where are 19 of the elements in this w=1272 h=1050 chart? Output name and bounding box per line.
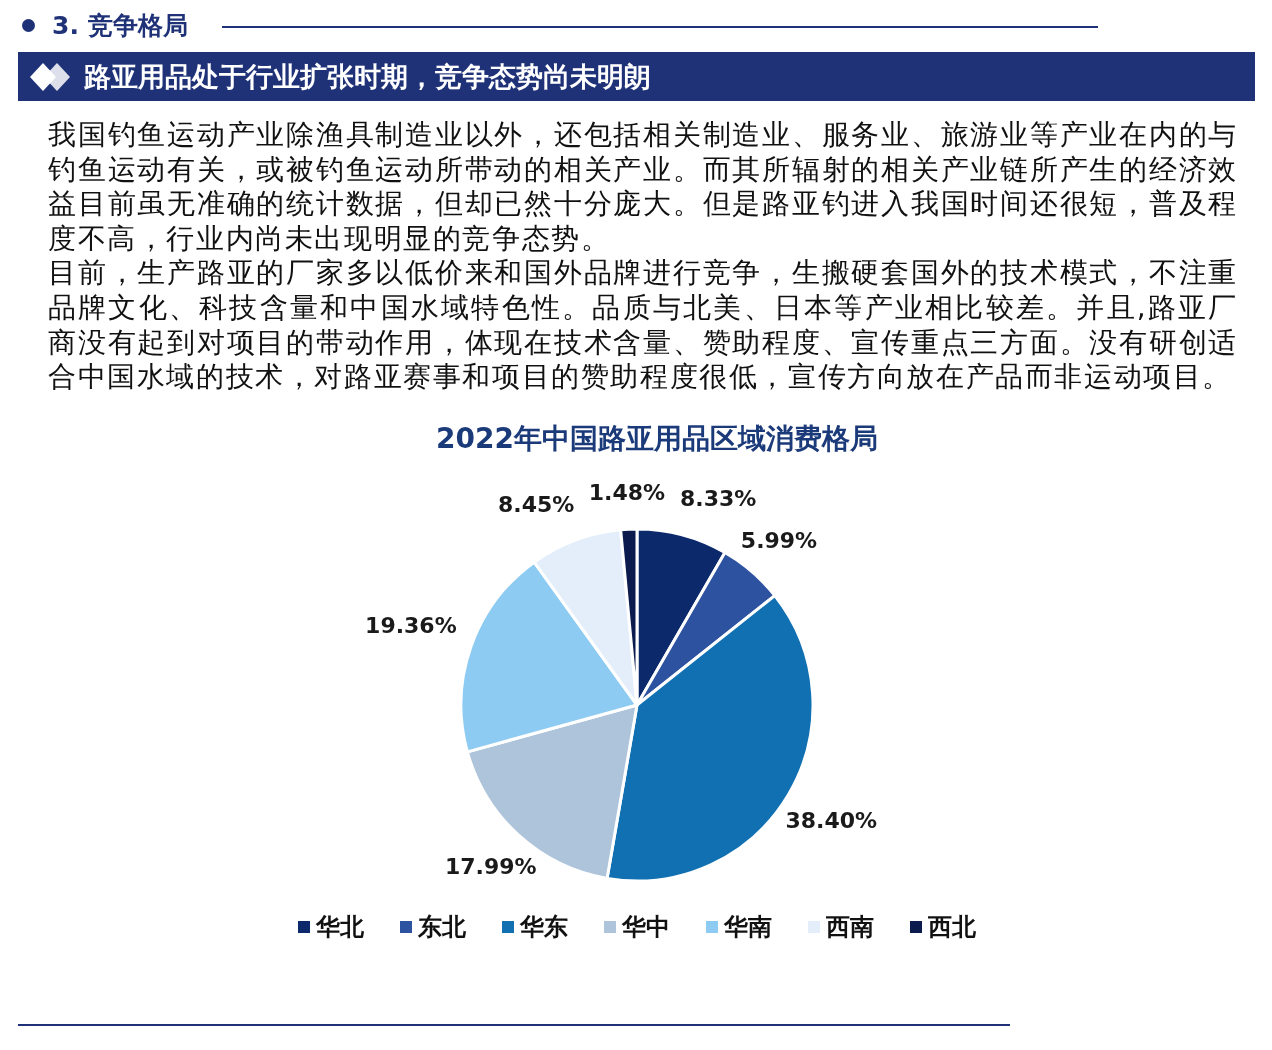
- legend-label: 华东: [519, 913, 568, 941]
- data-label: 5.99%: [740, 527, 818, 553]
- legend-label: 华北: [315, 913, 365, 941]
- data-label: 38.40%: [785, 807, 878, 833]
- legend-label: 西北: [927, 913, 977, 941]
- text: 3. 竞争格局: [52, 10, 188, 42]
- legend-label: 华中: [621, 913, 670, 941]
- text: 目前，生产路亚的厂家多以低价来和国外品牌进行竞争，生搬硬套国外的技术模式，不注重品牌文化、科技含量和中国水域特色性。品质与北美、日本等产业相比较差。并且,路亚厂商没有起到对项目的带动作用，体现在技术含量、赞助程度、宣传重点三方面。没有研创适合中国水域的技术，对路亚赛事和项目的赞助程度很低，宣传方向放在产品而非运动项目。: [48, 256, 1238, 395]
- text: 路亚用品处于行业扩张时期，竞争态势尚未明朗: [84, 60, 651, 94]
- legend-label: 东北: [417, 913, 467, 941]
- data-label: 19.36%: [365, 612, 457, 638]
- data-label: 8.45%: [498, 492, 575, 518]
- text: 我国钓鱼运动产业除渔具制造业以外，还包括相关制造业、服务业、旅游业等产业在内的与钓鱼运动有关，或被钓鱼运动所带动的相关产业。而其所辐射的相关产业链所产生的经济效益目前虽无准确的统计数据，但却已然十分庞大。但是路亚钓进入我国时间还很短，普及程度不高，行业内尚未出现明显的竞争态势。: [48, 118, 1238, 257]
- legend-label: 西南: [825, 913, 874, 941]
- legend-label: 华南: [723, 913, 772, 941]
- chart-title: 2022年中国路亚用品区域消费格局: [436, 421, 878, 455]
- data-label: 8.33%: [680, 486, 757, 512]
- data-label: 1.48%: [588, 479, 666, 505]
- data-label: 17.99%: [444, 853, 537, 879]
